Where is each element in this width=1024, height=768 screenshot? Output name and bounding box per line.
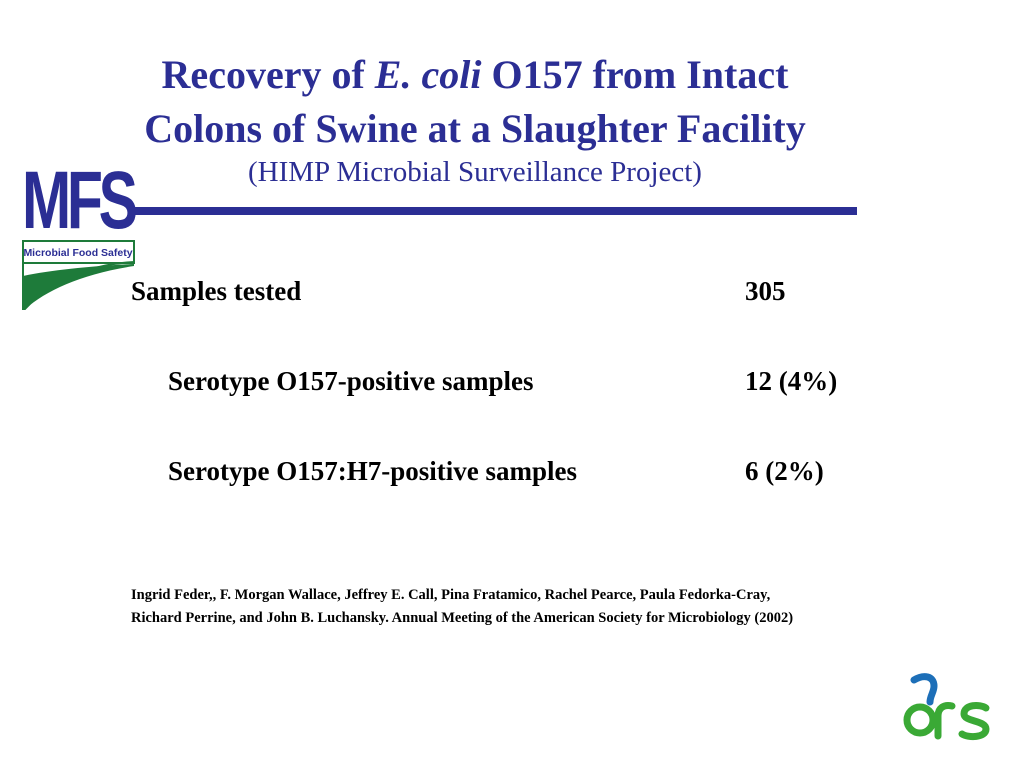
title-line-1-pre: Recovery of (161, 52, 375, 97)
row-label: Samples tested (131, 276, 302, 306)
mfs-logo-letters: MFS (22, 155, 138, 246)
row-value: 12 (4%) (745, 366, 838, 396)
citation: Ingrid Feder,, F. Morgan Wallace, Jeffre… (131, 584, 991, 630)
citation-line-1: Ingrid Feder,, F. Morgan Wallace, Jeffre… (131, 587, 771, 603)
title-line-2: Colons of Swine at a Slaughter Facility (144, 106, 806, 151)
slide-subtitle: (HIMP Microbial Surveillance Project) (248, 156, 702, 188)
ars-logo (903, 673, 990, 741)
mfs-logo-badge: Microbial Food Safety (22, 240, 135, 310)
ars-logo-a-bowl (903, 703, 937, 737)
citation-line-2: Richard Perrine, and John B. Luchansky. … (131, 610, 794, 626)
title-organism: E. coli (374, 52, 482, 97)
row-value: 305 (745, 276, 786, 306)
mfs-badge-border (22, 240, 135, 264)
ars-logo-a-stroke (910, 673, 938, 706)
mfs-badge-tagline: Microbial Food Safety (23, 247, 132, 259)
slide-title: Recovery of E. coli O157 from Intact Col… (60, 48, 890, 156)
mfs-logo: MFS Microbial Food Safety (22, 160, 142, 320)
title-line-1-post: O157 from Intact (481, 52, 789, 97)
mfs-badge-green (23, 264, 134, 309)
title-line-1: Recovery of E. coli O157 from Intact (60, 48, 890, 102)
ars-logo-s (958, 702, 990, 741)
row-value: 6 (2%) (745, 456, 824, 486)
ars-logo-r (934, 702, 956, 740)
title-rule (130, 207, 857, 215)
row-label: Serotype O157:H7-positive samples (168, 456, 577, 486)
row-label: Serotype O157-positive samples (168, 366, 534, 396)
